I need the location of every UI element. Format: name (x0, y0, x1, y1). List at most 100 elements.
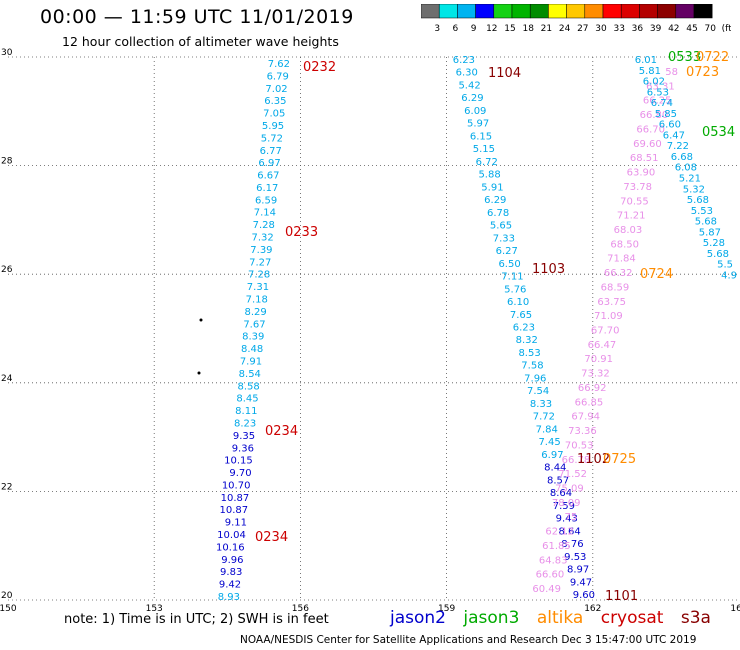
swh-value-track-d: 63.31 (646, 81, 675, 92)
swh-value-track-b: 8.76 (561, 539, 583, 550)
pass-time-label: 0724 (640, 267, 673, 282)
y-tick-label: 22 (1, 482, 12, 492)
swh-value-track-a: 9.36 (232, 443, 254, 454)
pass-time-label: 0234 (265, 424, 298, 439)
swh-value-track-d: 73.78 (623, 182, 652, 193)
swh-value-track-a: 5.72 (261, 133, 283, 144)
swh-value-track-a: 5.95 (262, 121, 284, 132)
swh-value-track-d: 71.21 (617, 211, 646, 222)
swh-value-track-d: 66.70 (636, 124, 665, 135)
scale-label: 39 (650, 24, 662, 34)
y-tick-label: 30 (1, 48, 13, 58)
swh-value-track-d: 68.59 (601, 282, 630, 293)
swh-value-track-d: 62.12 (545, 527, 574, 538)
swh-value-track-d: 70.53 (565, 440, 594, 451)
swh-value-track-a: 7.32 (251, 233, 273, 244)
swh-value-track-b: 8.33 (530, 399, 552, 410)
swh-value-track-a: 7.28 (248, 270, 270, 281)
swh-value-track-a: 9.35 (233, 431, 255, 442)
swh-value-track-d: 61.85 (542, 541, 571, 552)
swh-value-track-c: 5.28 (703, 238, 725, 249)
swh-value-track-a: 8.93 (218, 592, 240, 603)
swh-value-track-b: 6.09 (464, 106, 486, 117)
swh-value-track-a: 10.87 (221, 493, 250, 504)
swh-value-track-b: 5.65 (490, 221, 512, 232)
swh-value-track-a: 8.29 (244, 307, 266, 318)
legend-altika: altika (536, 608, 584, 628)
scale-label: 9 (471, 24, 477, 34)
swh-value-track-c: 5.85 (655, 109, 677, 120)
scale-label: 70 (704, 24, 716, 34)
credit-line: NOAA/NESDIS Center for Satellite Applica… (240, 634, 697, 646)
swh-value-track-c: 6.02 (643, 77, 665, 88)
swh-value-track-c: 5.87 (699, 227, 721, 238)
swh-value-track-a: 10.04 (217, 530, 246, 541)
x-tick-label: 156 (292, 604, 309, 614)
satellite-legend: jason2 jason3 altika cryosat s3a (390, 608, 723, 628)
swh-value-track-a: 10.15 (224, 456, 253, 467)
scale-label: 27 (577, 24, 588, 34)
swh-value-track-c: 6.08 (675, 163, 697, 174)
swh-value-track-b: 8.57 (547, 475, 569, 486)
legend-cryosat: cryosat (600, 608, 664, 628)
island-dot (199, 318, 203, 322)
swh-value-track-d: 75.09 (555, 483, 584, 494)
swh-value-track-a: 7.02 (265, 84, 287, 95)
swh-value-track-b: 8.53 (518, 348, 540, 359)
swh-value-track-a: 7.91 (240, 356, 262, 367)
swh-value-track-a: 7.14 (254, 208, 276, 219)
swh-value-track-b: 6.30 (456, 68, 478, 79)
pass-time-label: 0723 (686, 65, 719, 80)
scale-label: 6 (453, 24, 459, 34)
swh-value-track-b: 6.29 (461, 93, 483, 104)
swh-value-track-b: 6.29 (484, 195, 506, 206)
page-subtitle: 12 hour collection of altimeter wave hei… (62, 34, 339, 49)
swh-value-track-c: 6.74 (651, 98, 673, 109)
swh-value-track-b: 7.54 (527, 386, 549, 397)
swh-value-track-c: 5.32 (683, 184, 705, 195)
swh-value-track-d: 63.75 (597, 297, 626, 308)
swh-value-track-c: 6.53 (647, 87, 669, 98)
swh-value-track-a: 6.67 (257, 171, 279, 182)
swh-value-track-b: 6.23 (513, 323, 535, 334)
pass-time-label: 0232 (303, 60, 336, 75)
swh-value-track-a: 6.17 (256, 183, 278, 194)
y-tick-label: 28 (1, 157, 13, 167)
swh-value-track-a: 8.54 (239, 369, 261, 380)
swh-value-track-c: 6.47 (663, 130, 685, 141)
y-tick-label: 20 (1, 591, 13, 601)
swh-value-track-a: 8.48 (241, 344, 263, 355)
island-dot (197, 371, 201, 375)
swh-value-track-a: 10.70 (222, 480, 251, 491)
swh-value-track-a: 6.59 (255, 195, 277, 206)
swh-value-track-c: 6.01 (635, 55, 657, 66)
swh-value-track-d: 66.60 (536, 570, 565, 581)
swh-value-track-d: 68.50 (610, 239, 639, 250)
swh-value-track-b: 7.58 (521, 361, 543, 372)
swh-value-track-c: 5.5 (717, 260, 733, 271)
swh-value-track-a: 7.62 (268, 59, 290, 70)
swh-value-track-b: 6.97 (541, 450, 563, 461)
swh-value-track-c: 5.68 (695, 217, 717, 228)
scale-label: 36 (632, 24, 644, 34)
swh-value-track-b: 7.84 (536, 424, 558, 435)
swh-value-track-a: 8.11 (235, 406, 257, 417)
swh-value-track-b: 6.10 (507, 297, 529, 308)
swh-value-track-d: 64.83 (539, 555, 568, 566)
swh-value-track-a: 7.67 (243, 319, 265, 330)
swh-value-track-d: 71.84 (607, 254, 636, 265)
pass-time-label: 0233 (285, 225, 318, 240)
x-tick-label: 159 (438, 604, 455, 614)
page-title: 00:00 — 11:59 UTC 11/01/2019 (40, 6, 354, 28)
swh-value-track-b: 5.42 (458, 80, 480, 91)
swh-value-track-b: 6.50 (498, 259, 520, 270)
swh-value-track-d: 70.55 (620, 196, 649, 207)
swh-value-track-d: 68.51 (630, 153, 659, 164)
swh-value-track-a: 9.96 (221, 555, 243, 566)
swh-value-track-d: 69.60 (633, 139, 662, 150)
swh-value-track-b: 5.88 (478, 170, 500, 181)
swh-value-track-a: 6.35 (264, 96, 286, 107)
swh-value-track-b: 9.53 (564, 552, 586, 563)
